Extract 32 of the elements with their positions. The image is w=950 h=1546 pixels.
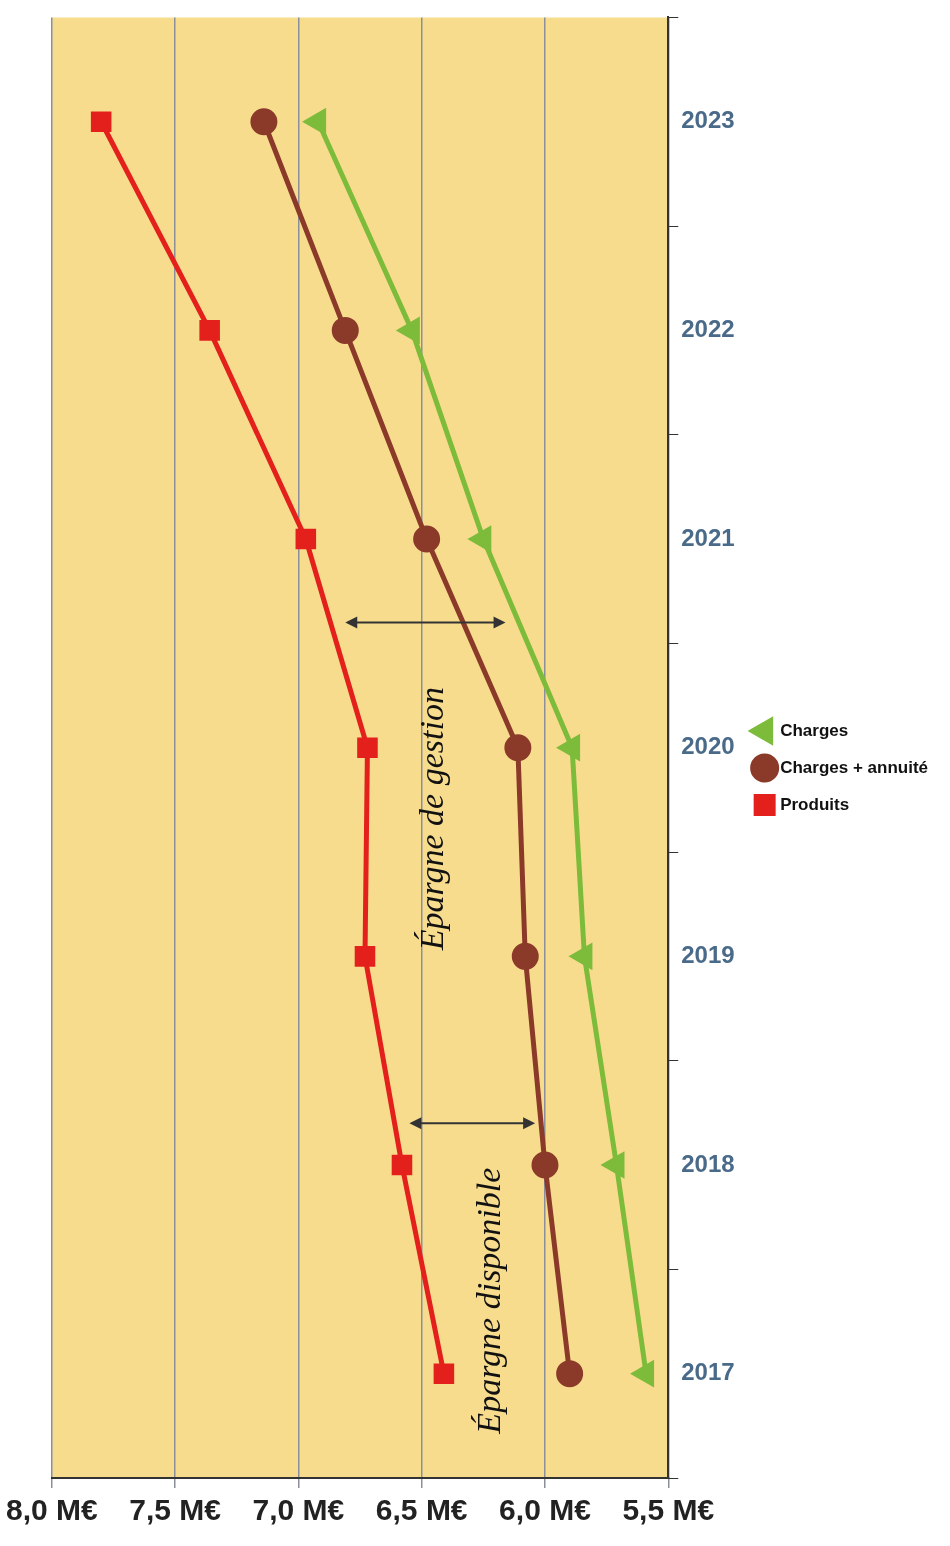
annotation: Épargne disponible — [469, 1167, 507, 1435]
point — [90, 111, 112, 133]
y-tick-label: 2017 — [681, 1358, 735, 1386]
point — [413, 525, 441, 553]
point — [531, 1151, 559, 1179]
point — [354, 946, 376, 967]
y-tick-label: 2018 — [681, 1149, 735, 1177]
y-tick-label: 2021 — [681, 523, 735, 551]
y-tick-label: 2023 — [681, 106, 735, 134]
x-tick-label: 8,0 M€ — [6, 1493, 99, 1527]
point — [250, 108, 278, 136]
point — [199, 320, 220, 341]
x-tick-label: 5,5 M€ — [622, 1493, 715, 1527]
legend-label: Charges + annuité — [780, 757, 929, 777]
legend-label: Charges — [780, 720, 849, 740]
point — [331, 316, 359, 344]
point — [511, 942, 539, 970]
x-tick-label: 7,0 M€ — [252, 1493, 345, 1527]
x-tick-label: 6,5 M€ — [375, 1493, 468, 1527]
legend-label: Produits — [780, 794, 850, 814]
point — [556, 1360, 584, 1388]
x-tick-label: 7,5 M€ — [129, 1493, 222, 1527]
annotation: Épargne de gestion — [412, 687, 450, 952]
y-tick-label: 2022 — [681, 315, 735, 343]
point — [504, 734, 532, 762]
y-tick-label: 2019 — [681, 940, 735, 968]
point — [433, 1363, 455, 1384]
point — [295, 528, 317, 550]
y-tick-label: 2020 — [681, 732, 735, 760]
x-tick-label: 6,0 M€ — [499, 1493, 592, 1527]
point — [357, 737, 378, 758]
point — [391, 1154, 413, 1176]
